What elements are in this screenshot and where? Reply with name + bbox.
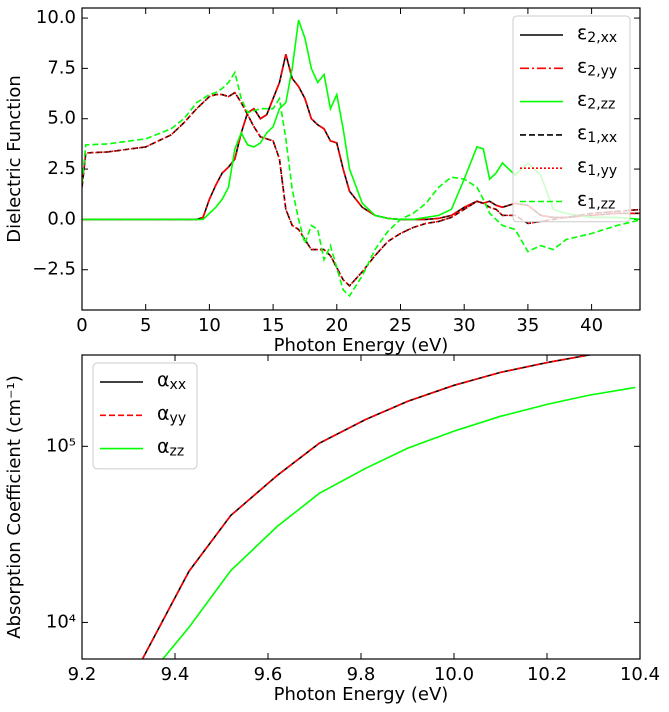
x-tick-label: 9.4: [161, 664, 190, 685]
x-tick-label: 25: [389, 315, 412, 336]
x-tick-label: 10.2: [527, 664, 567, 685]
x-tick-label: 10: [198, 315, 221, 336]
x-axis-label: Photon Energy (eV): [274, 684, 449, 705]
x-tick-label: 15: [262, 315, 285, 336]
legend-label: ε2,yy: [577, 55, 617, 80]
x-axis-label: Photon Energy (eV): [274, 335, 449, 356]
legend: ε2,xx ε2,yy ε2,zz ε1,xx ε1,yy ε1,zz: [512, 15, 631, 223]
legend-label: ε2,zz: [577, 88, 615, 113]
y-tick-label: 5.0: [47, 108, 76, 129]
legend-label: ε2,xx: [577, 22, 617, 47]
series-line: [82, 70, 640, 298]
y-tick-label: 0.0: [47, 208, 76, 229]
y-tick-label: 10.0: [36, 7, 76, 28]
x-tick-label: 10.4: [620, 664, 660, 685]
y-tick-label: −2.5: [32, 259, 76, 280]
series-line: [82, 19, 640, 221]
x-tick-label: 9.6: [254, 664, 283, 685]
y-tick-label: 10⁵: [46, 435, 76, 456]
legend-label: ε1,yy: [577, 155, 617, 180]
x-tick-label: 9.2: [68, 664, 97, 685]
x-tick-label: 20: [325, 315, 348, 336]
series-line: [82, 91, 640, 287]
x-tick-label: 30: [453, 315, 476, 336]
legend: αxx αyy αzz: [92, 362, 198, 470]
legend-label: ε1,xx: [577, 121, 617, 146]
x-tick-label: 10.0: [434, 664, 474, 685]
axes-frame: [81, 7, 641, 311]
axes-frame: [81, 354, 641, 660]
series-line: [141, 355, 595, 659]
legend-label: αyy: [157, 402, 186, 427]
axes: 0 5 10 15 20 25 30 35 40 −2.5 0.0 2.5 5.0 7.5 10.0 Phot…: [4, 7, 641, 356]
x-tick-label: 35: [516, 315, 539, 336]
x-tick-label: 5: [140, 315, 151, 336]
axes: 9.2 9.4 9.6 9.8 10.0 10.2 10.4 10⁴ 10⁵ Photon Ene…: [4, 354, 660, 705]
y-tick-label: 10⁴: [46, 611, 76, 632]
legend-label: αzz: [157, 435, 184, 460]
y-axis-label: Dielectric Function: [4, 75, 25, 243]
legend-box: [512, 15, 631, 223]
series-line: [161, 386, 636, 659]
plot-area: [82, 19, 640, 298]
x-tick-label: 0: [76, 315, 87, 336]
legend-label: ε1,zz: [577, 188, 615, 213]
legend-box: [92, 362, 198, 470]
legend-label: αxx: [157, 369, 186, 394]
series-line: [82, 54, 640, 221]
x-tick-label: 40: [580, 315, 603, 336]
x-tick-label: 9.8: [347, 664, 376, 685]
plot-area: [141, 355, 636, 659]
y-axis-label: Absorption Coefficient (cm⁻¹): [4, 375, 25, 639]
y-tick-label: 7.5: [47, 57, 76, 78]
y-tick-label: 2.5: [47, 158, 76, 179]
